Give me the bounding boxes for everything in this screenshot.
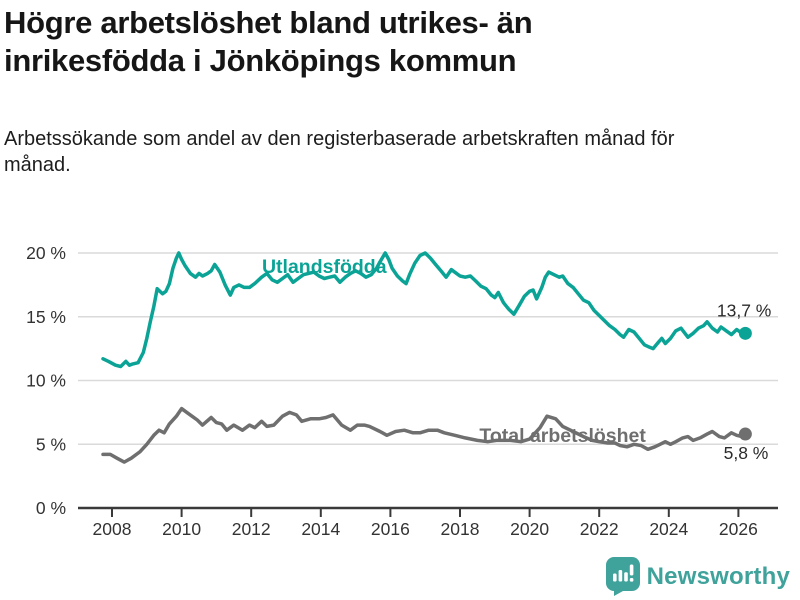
chart-subtitle: Arbetssökande som andel av den registerb… [4, 128, 675, 176]
series-label-total-arbetsl-shet: Total arbetslöshet [479, 425, 646, 447]
x-axis-label: 2012 [232, 519, 271, 539]
series-label-utlandsf-dda: Utlandsfödda [262, 256, 387, 278]
y-axis-label: 15 % [26, 307, 66, 327]
series-end-value-utlandsf-dda: 13,7 % [717, 300, 771, 320]
x-axis-label: 2024 [649, 519, 688, 539]
series-line-utlandsf-dda [101, 251, 748, 369]
y-axis-label: 20 % [26, 243, 66, 263]
y-axis-label: 0 % [36, 498, 66, 518]
newsworthy-wordmark: Newsworthy [646, 562, 790, 590]
series-line-total-arbetsl-shet [101, 406, 748, 464]
x-axis-label: 2018 [441, 519, 480, 539]
series-end-dot-total-arbetsl-shet [738, 427, 752, 441]
y-axis-label: 10 % [26, 371, 66, 391]
series-end-dot-utlandsf-dda [738, 326, 752, 340]
chart-title: Högre arbetslöshet bland utrikes- än inr… [4, 5, 533, 78]
x-axis-label: 2016 [371, 519, 410, 539]
x-axis-label: 2014 [301, 519, 340, 539]
x-axis-label: 2026 [719, 519, 758, 539]
unemployment-line-chart: 0 % 5 % 10 % 15 % 20 % 2008 2010 2012 2014 2016 20… [26, 243, 778, 539]
x-axis-label: 2020 [510, 519, 549, 539]
y-axis-label: 5 % [36, 434, 66, 454]
x-axis-label: 2008 [93, 519, 132, 539]
series-end-value-total-arbetsl-shet: 5,8 % [724, 443, 769, 463]
bar-chart-speech-bubble-icon [605, 557, 640, 596]
x-axis-label: 2022 [580, 519, 619, 539]
x-axis-label: 2010 [162, 519, 201, 539]
newsworthy-logo[interactable]: Newsworthy [605, 557, 790, 596]
